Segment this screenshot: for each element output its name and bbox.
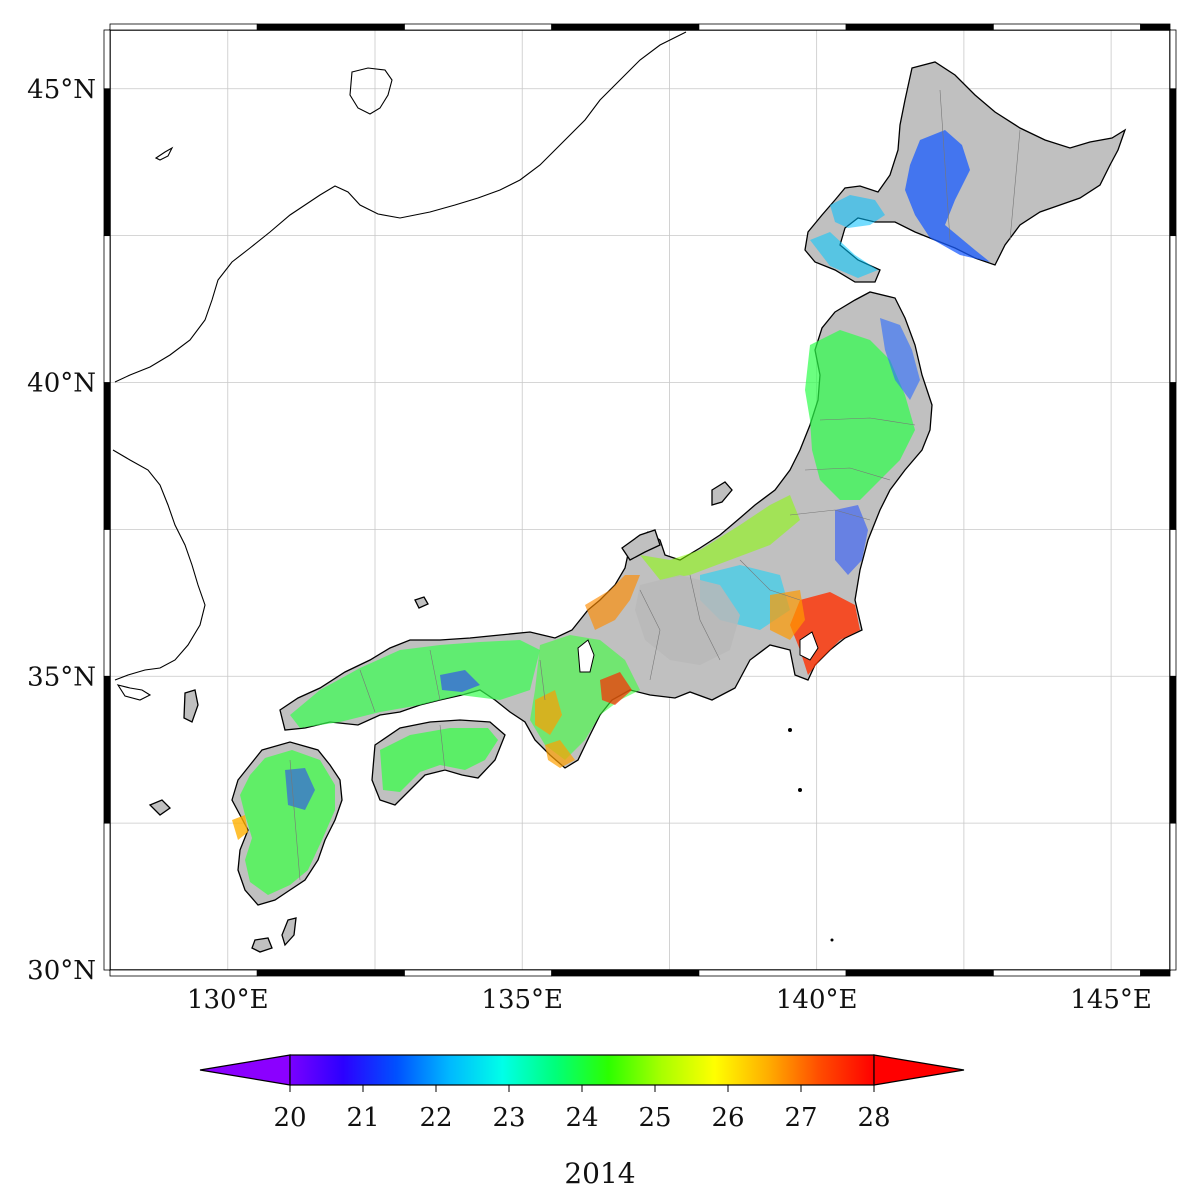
noto-peninsula [621,529,661,561]
hokuriku-orange-zone [585,575,640,630]
kinki-green-zone [530,635,640,760]
nagoya-red-zone [600,672,632,705]
frame-band-top [698,23,847,31]
map-frame-bands [103,23,1177,977]
frame-band-bottom [551,969,700,977]
kanto-blue-zone [835,505,868,575]
goto-islands [148,799,172,816]
frame-band-top [109,23,258,31]
colorbar-bar [289,1054,875,1086]
izu-island-dot [788,728,792,732]
frame-band-bottom [109,969,258,977]
izu-island-dot [798,788,802,792]
colorbar-tick-label: 23 [492,1103,525,1133]
frame-band-left [103,382,111,530]
colorbar-tick-label: 24 [565,1103,598,1133]
frame-band-bottom [698,969,847,977]
hokuriku-green-zone [640,495,800,580]
korea-coastline [112,449,206,681]
frame-band-bottom [845,969,994,977]
colorbar: 20 21 22 23 24 25 26 27 28 [199,1054,965,1133]
frame-band-right [1169,88,1177,237]
frame-band-right [1169,528,1177,677]
small-island [154,146,174,161]
colorbar-tick-label: 27 [784,1103,817,1133]
colorbar-tick-label: 28 [857,1103,890,1133]
frame-band-right [1169,822,1177,971]
lon-label: 130°E [187,985,269,1015]
continent-coastline [114,31,687,383]
shikoku-green-zone [380,728,498,792]
kanto-orange-zone [770,590,805,640]
frame-band-top [551,23,700,31]
yakushima-island [251,937,273,953]
frame-band-top [992,23,1141,31]
lat-label: 30°N [27,956,96,986]
colorbar-ticks: 20 21 22 23 24 25 26 27 28 [273,1085,891,1133]
frame-band-right [1169,675,1177,824]
tsushima-island [183,689,199,723]
sakhalin-coastline [349,67,393,115]
frame-band-left [103,235,111,383]
frame-band-right [1169,382,1177,530]
lake-biwa [577,639,595,673]
frame-band-top [845,23,994,31]
frame-band-left [103,822,111,971]
year-label: 2014 [564,1157,636,1190]
chugoku-blue-zone [440,670,480,692]
chubu-gray-zone [635,575,740,665]
frame-band-bottom [404,969,553,977]
hokkaido-cyan-zone [830,195,885,228]
sado-island [711,481,733,506]
tokyo-bay [799,631,819,661]
prefecture-borders [289,89,1021,881]
lat-label: 40°N [27,369,96,399]
frame-band-right [1169,235,1177,383]
lat-label: 35°N [27,662,96,692]
colorbar-tick-label: 21 [346,1103,379,1133]
tohoku-blue-zone [880,318,920,400]
colorbar-tick-label: 22 [419,1103,452,1133]
frame-band-right [1169,29,1177,90]
tanegashima-island [281,917,297,947]
colorbar-extend-max [873,1054,965,1086]
frame-band-top [404,23,553,31]
lon-label: 135°E [481,985,563,1015]
kyushu-orange-zone [232,815,248,840]
frame-band-bottom [1140,969,1171,977]
colorbar-tick-label: 25 [638,1103,671,1133]
colorbar-tick-label: 20 [273,1103,306,1133]
frame-band-bottom [256,969,405,977]
frame-band-left [103,88,111,237]
frame-band-top [256,23,405,31]
osaka-orange-zone [535,690,562,735]
lat-label: 45°N [27,75,96,105]
oki-islands [414,596,429,609]
lon-label: 145°E [1070,985,1152,1015]
axis-labels: 30°N 35°N 40°N 45°N 130°E 135°E 140°E 145°E [27,75,1152,1015]
tohoku-green-zone [805,330,915,500]
island-near-korea [116,684,152,701]
hokkaido-south-coast [810,232,878,278]
map-content [110,30,1170,970]
frame-band-left [103,528,111,677]
frame-band-top [1140,23,1171,31]
colorbar-extend-min [199,1054,291,1086]
izu-island-dot [830,938,834,942]
frame-band-left [103,29,111,90]
kii-coast-orange [545,740,575,768]
chugoku-green-zone [290,640,540,728]
hokkaido-blue-zone [905,130,990,262]
colorbar-tick-label: 26 [711,1103,744,1133]
frame-band-bottom [992,969,1141,977]
lon-label: 140°E [776,985,858,1015]
kyushu-blue-zone [285,768,315,810]
frame-band-left [103,675,111,824]
